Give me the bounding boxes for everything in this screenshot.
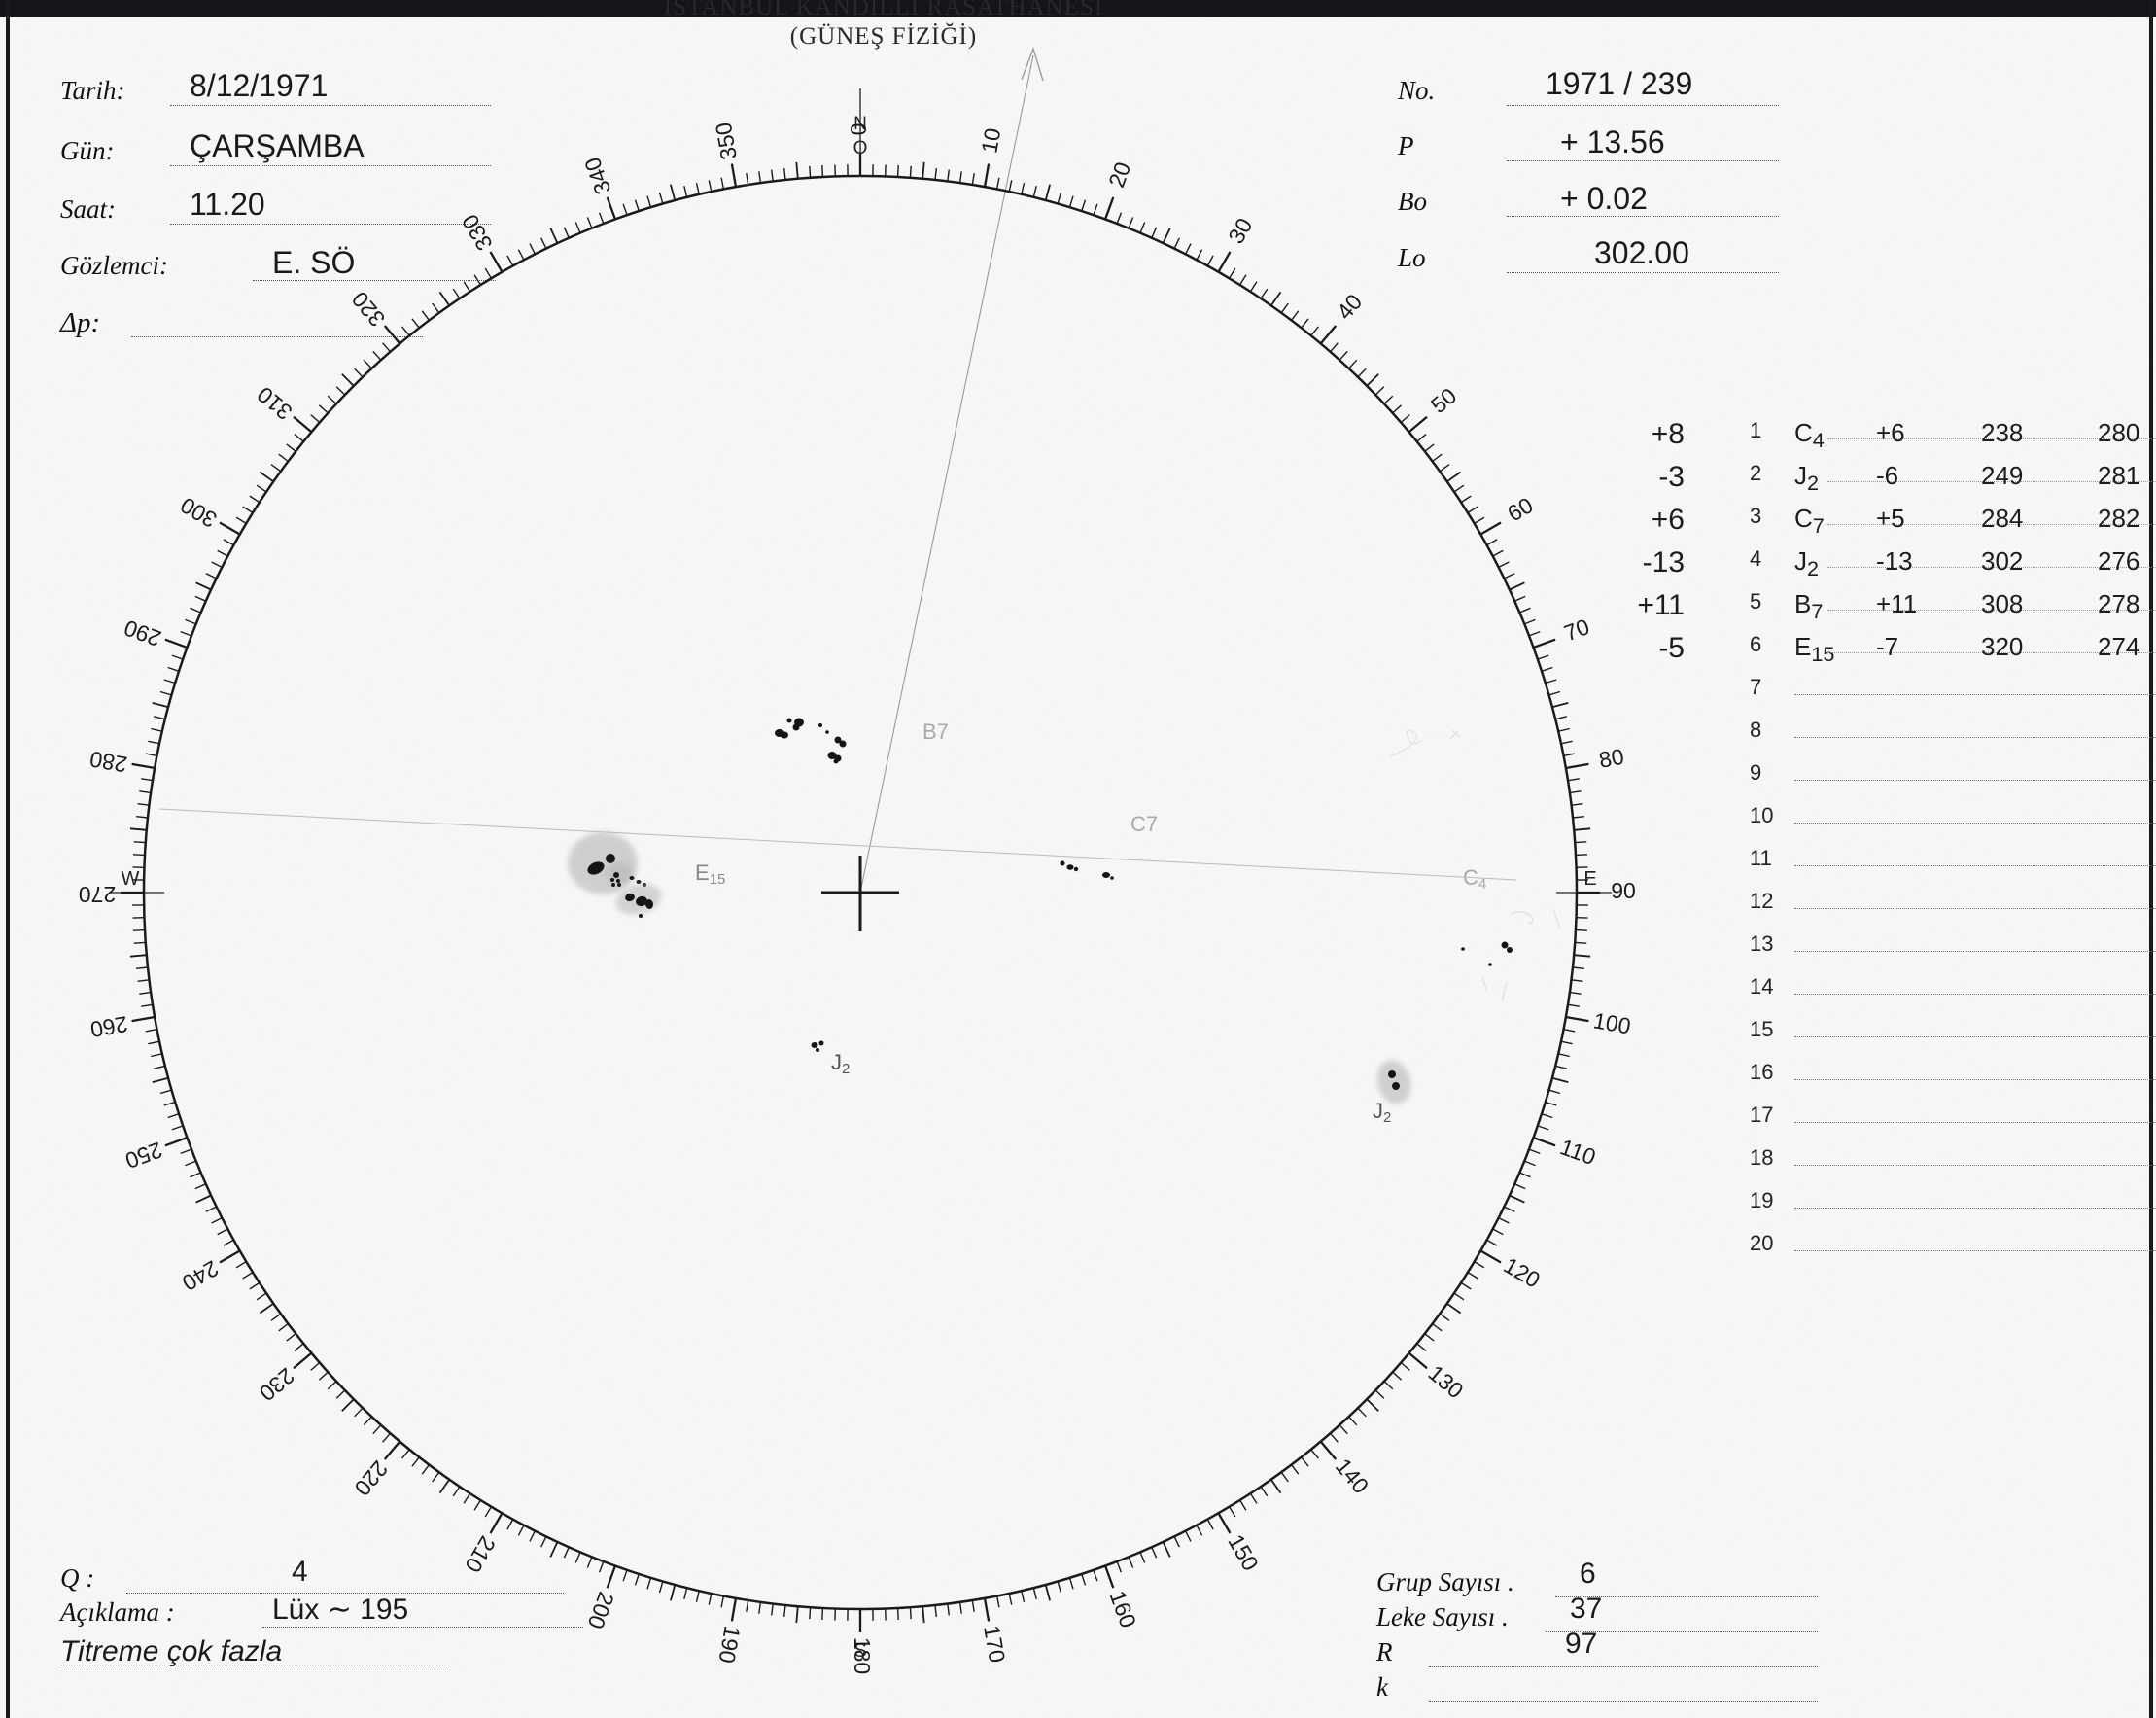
svg-text:E: E [1583, 868, 1596, 890]
svg-text:80: 80 [1597, 744, 1626, 773]
svg-text:W: W [122, 868, 140, 890]
svg-text:C7: C7 [1130, 812, 1158, 836]
svg-text:90: 90 [1611, 878, 1636, 903]
svg-text:270: 270 [79, 882, 116, 907]
svg-text:0: 0 [846, 123, 871, 136]
svg-text:B7: B7 [922, 719, 949, 744]
svg-text:180: 180 [850, 1637, 875, 1674]
svg-text:10: 10 [976, 126, 1005, 156]
